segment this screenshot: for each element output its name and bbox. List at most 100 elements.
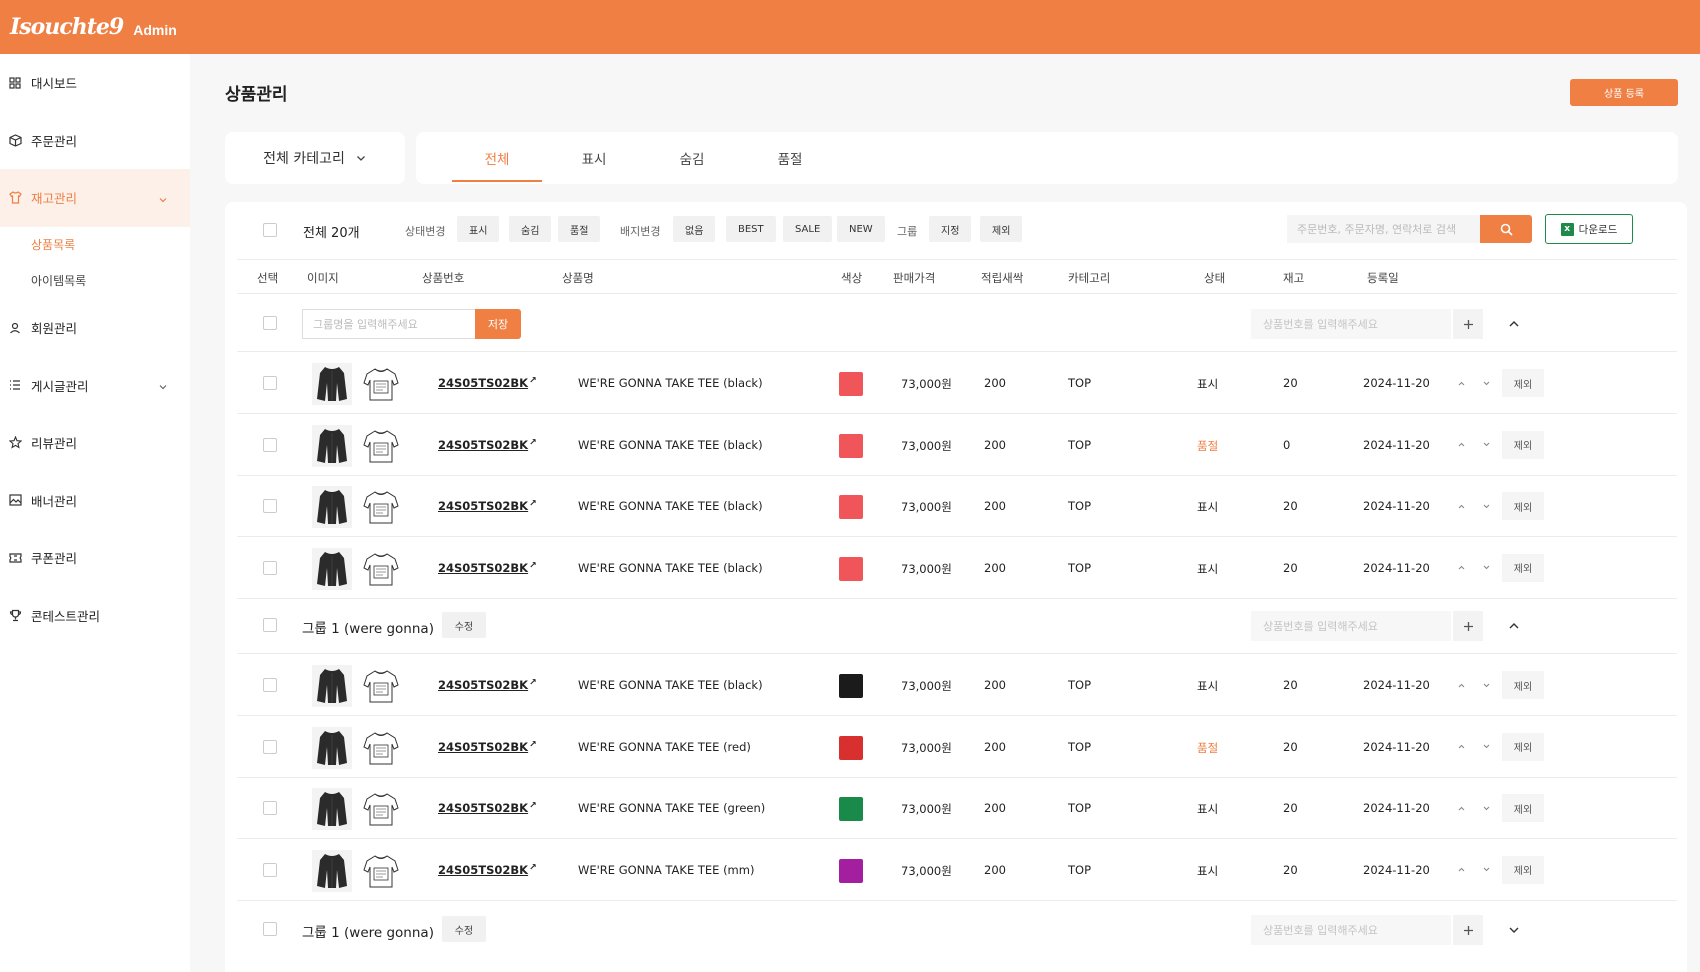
reg-date: 2024-11-20 bbox=[1363, 437, 1430, 452]
row-checkbox[interactable] bbox=[263, 316, 277, 330]
group-exclude-button[interactable]: 제외 bbox=[980, 216, 1023, 242]
group-assign-button[interactable]: 지정 bbox=[929, 216, 972, 242]
excel-download-button[interactable]: x 다운로드 bbox=[1545, 214, 1633, 244]
badge-new-button[interactable]: NEW bbox=[837, 216, 885, 242]
move-up-button[interactable] bbox=[1450, 797, 1472, 819]
exclude-button[interactable]: 제외 bbox=[1502, 855, 1544, 884]
add-product-button[interactable] bbox=[1453, 611, 1483, 641]
move-up-button[interactable] bbox=[1450, 557, 1472, 579]
group-name-input[interactable] bbox=[302, 309, 476, 339]
select-all-checkbox[interactable] bbox=[263, 223, 277, 237]
external-link-icon: ↗ bbox=[529, 437, 537, 448]
product-code-link[interactable]: 24S05TS02BK↗ bbox=[438, 863, 537, 877]
row-checkbox[interactable] bbox=[263, 862, 277, 877]
move-down-button[interactable] bbox=[1475, 674, 1497, 696]
sidebar-subitem-product-list[interactable]: 상품목록 bbox=[31, 238, 76, 253]
product-code-link[interactable]: 24S05TS02BK↗ bbox=[438, 438, 537, 452]
move-down-button[interactable] bbox=[1475, 557, 1497, 579]
logo[interactable]: Isouchte9 bbox=[10, 14, 124, 40]
status-hidden-button[interactable]: 숨김 bbox=[509, 216, 552, 242]
collapse-group-button[interactable] bbox=[1499, 611, 1529, 641]
move-down-button[interactable] bbox=[1475, 434, 1497, 456]
status-visible-button[interactable]: 표시 bbox=[457, 216, 500, 242]
status-text: 표시 bbox=[1197, 377, 1219, 391]
group-edit-button[interactable]: 수정 bbox=[442, 612, 486, 638]
move-down-button[interactable] bbox=[1475, 859, 1497, 881]
exclude-button[interactable]: 제외 bbox=[1502, 671, 1544, 699]
status-soldout-button[interactable]: 품절 bbox=[558, 216, 601, 242]
sidebar-item-members[interactable]: 회원관리 bbox=[0, 299, 190, 357]
row-checkbox[interactable] bbox=[263, 678, 277, 692]
th-code: 상품번호 bbox=[422, 271, 465, 285]
move-up-button[interactable] bbox=[1450, 372, 1472, 394]
move-up-button[interactable] bbox=[1450, 495, 1472, 517]
sidebar-item-contests[interactable]: 콘테스트관리 bbox=[0, 587, 190, 645]
group-edit-button[interactable]: 수정 bbox=[442, 916, 486, 942]
exclude-button[interactable]: 제외 bbox=[1502, 794, 1544, 822]
th-price: 판매가격 bbox=[893, 271, 936, 285]
ticket-icon bbox=[8, 551, 22, 565]
exclude-button[interactable]: 제외 bbox=[1502, 492, 1544, 520]
sidebar-item-orders[interactable]: 주문관리 bbox=[0, 112, 190, 170]
external-link-icon: ↗ bbox=[529, 560, 537, 571]
exclude-button[interactable]: 제외 bbox=[1502, 369, 1544, 397]
exclude-button[interactable]: 제외 bbox=[1502, 553, 1544, 582]
sidebar-item-inventory[interactable]: 재고관리 bbox=[0, 169, 190, 227]
add-product-button[interactable] bbox=[1453, 915, 1483, 945]
sidebar-subitem-item-list[interactable]: 아이템목록 bbox=[31, 274, 87, 289]
badge-sale-button[interactable]: SALE bbox=[783, 216, 833, 242]
exclude-button[interactable]: 제외 bbox=[1502, 430, 1544, 459]
move-down-button[interactable] bbox=[1475, 797, 1497, 819]
row-checkbox[interactable] bbox=[263, 560, 277, 575]
move-up-button[interactable] bbox=[1450, 736, 1472, 758]
expand-group-button[interactable] bbox=[1499, 915, 1529, 945]
search-input[interactable] bbox=[1287, 215, 1483, 243]
collapse-group-button[interactable] bbox=[1499, 309, 1529, 339]
move-up-button[interactable] bbox=[1450, 434, 1472, 456]
external-link-icon: ↗ bbox=[529, 376, 537, 386]
sidebar-item-posts[interactable]: 게시글관리 bbox=[0, 356, 190, 414]
row-checkbox[interactable] bbox=[263, 499, 277, 513]
group-save-button[interactable]: 저장 bbox=[475, 309, 521, 339]
color-swatch bbox=[839, 372, 863, 396]
product-code-input[interactable] bbox=[1251, 915, 1451, 945]
row-checkbox[interactable] bbox=[263, 739, 277, 754]
tab-visible[interactable]: 표시 bbox=[581, 152, 607, 168]
add-product-button[interactable] bbox=[1453, 309, 1483, 339]
badge-none-button[interactable]: 없음 bbox=[673, 216, 716, 242]
row-checkbox[interactable] bbox=[263, 801, 277, 815]
product-code-link[interactable]: 24S05TS02BK↗ bbox=[438, 740, 537, 754]
product-code-link[interactable]: 24S05TS02BK↗ bbox=[438, 376, 537, 390]
row-checkbox[interactable] bbox=[263, 376, 277, 390]
move-down-button[interactable] bbox=[1475, 372, 1497, 394]
color-swatch bbox=[839, 858, 863, 883]
product-code-link[interactable]: 24S05TS02BK↗ bbox=[438, 561, 537, 575]
product-code-link[interactable]: 24S05TS02BK↗ bbox=[438, 678, 537, 692]
product-code-link[interactable]: 24S05TS02BK↗ bbox=[438, 499, 537, 513]
reg-date: 2024-11-20 bbox=[1363, 801, 1430, 815]
product-code-input[interactable] bbox=[1251, 611, 1451, 641]
move-up-button[interactable] bbox=[1450, 674, 1472, 696]
move-up-button[interactable] bbox=[1450, 859, 1472, 881]
product-code-link[interactable]: 24S05TS02BK↗ bbox=[438, 801, 537, 815]
move-down-button[interactable] bbox=[1475, 495, 1497, 517]
exclude-button[interactable]: 제외 bbox=[1502, 732, 1544, 761]
sidebar-item-dashboard[interactable]: 대시보드 bbox=[0, 54, 190, 112]
register-product-button[interactable]: 상품 등록 bbox=[1570, 79, 1678, 106]
product-code-input[interactable] bbox=[1251, 309, 1451, 339]
sidebar-item-banners[interactable]: 배너관리 bbox=[0, 472, 190, 530]
category-select[interactable]: 전체 카테고리 bbox=[225, 132, 405, 184]
dashboard-icon bbox=[8, 76, 22, 90]
row-checkbox[interactable] bbox=[263, 618, 277, 632]
tab-all[interactable]: 전체 bbox=[452, 132, 542, 184]
row-checkbox[interactable] bbox=[263, 922, 277, 936]
tab-hidden[interactable]: 숨김 bbox=[679, 152, 705, 168]
sidebar-item-reviews[interactable]: 리뷰관리 bbox=[0, 414, 190, 472]
search-button[interactable] bbox=[1480, 215, 1532, 243]
th-image: 이미지 bbox=[307, 271, 339, 285]
row-checkbox[interactable] bbox=[263, 437, 277, 452]
tab-soldout[interactable]: 품절 bbox=[777, 152, 803, 168]
badge-best-button[interactable]: BEST bbox=[726, 216, 776, 242]
move-down-button[interactable] bbox=[1475, 736, 1497, 758]
sidebar-item-coupons[interactable]: 쿠폰관리 bbox=[0, 529, 190, 587]
